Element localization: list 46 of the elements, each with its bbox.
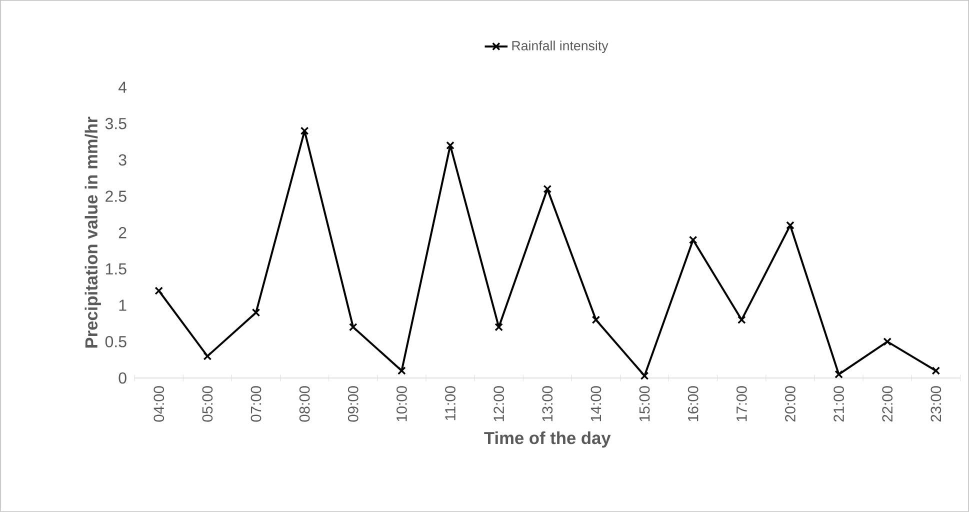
x-tick-label: 23:00: [930, 386, 942, 422]
x-tick-label: 21:00: [834, 386, 844, 422]
point: [300, 126, 309, 136]
y-tick-label: 1.5: [106, 263, 126, 275]
point: [932, 366, 940, 375]
point: [786, 221, 794, 230]
point: [203, 352, 212, 360]
y-tick-label: 3.5: [105, 118, 126, 130]
x-tick-label: 17:00: [736, 386, 747, 422]
point: [494, 322, 503, 332]
x-tick-label: 20:00: [785, 386, 796, 422]
point: [834, 370, 843, 379]
y-axis-title: Precipitation value in mm/hr: [84, 116, 101, 348]
point: [640, 372, 649, 380]
x-tick-label: 15:00: [639, 386, 650, 422]
y-tick-label: 0: [118, 372, 126, 384]
legend-label: Rainfall intensity: [512, 40, 608, 54]
point: [883, 338, 892, 346]
point: [688, 236, 698, 244]
y-tick-label: 2.5: [106, 190, 126, 202]
x-tick-label: 05:00: [202, 386, 213, 422]
point: [398, 366, 406, 375]
x-tick-label: 08:00: [299, 386, 310, 422]
y-tick-label: 2: [118, 227, 126, 238]
y-tick-label: 0.5: [105, 336, 126, 348]
point: [592, 316, 600, 324]
x-tick-label: 12:00: [494, 386, 504, 422]
x-tick-label: 11:00: [445, 386, 456, 420]
point: [737, 316, 746, 324]
x-tick-label: 09:00: [348, 386, 358, 422]
x-tick-label: 04:00: [154, 386, 164, 422]
point: [543, 184, 552, 194]
x-axis-title: Time of the day: [484, 431, 611, 448]
point: [154, 286, 164, 295]
x-tick-label: 14:00: [590, 386, 602, 422]
x-tick-label: 13:00: [542, 386, 553, 422]
x-tick-label: 07:00: [250, 386, 262, 422]
y-tick-label: 3: [118, 154, 126, 166]
y-tick-label: 1: [119, 300, 126, 311]
point: [348, 322, 358, 332]
point: [446, 141, 454, 150]
x-tick-label: 16:00: [688, 386, 698, 422]
x-tick-label: 10:00: [396, 386, 407, 422]
y-tick-label: 4: [118, 82, 127, 93]
point: [252, 308, 260, 317]
x-tick-label: 22:00: [882, 386, 893, 422]
